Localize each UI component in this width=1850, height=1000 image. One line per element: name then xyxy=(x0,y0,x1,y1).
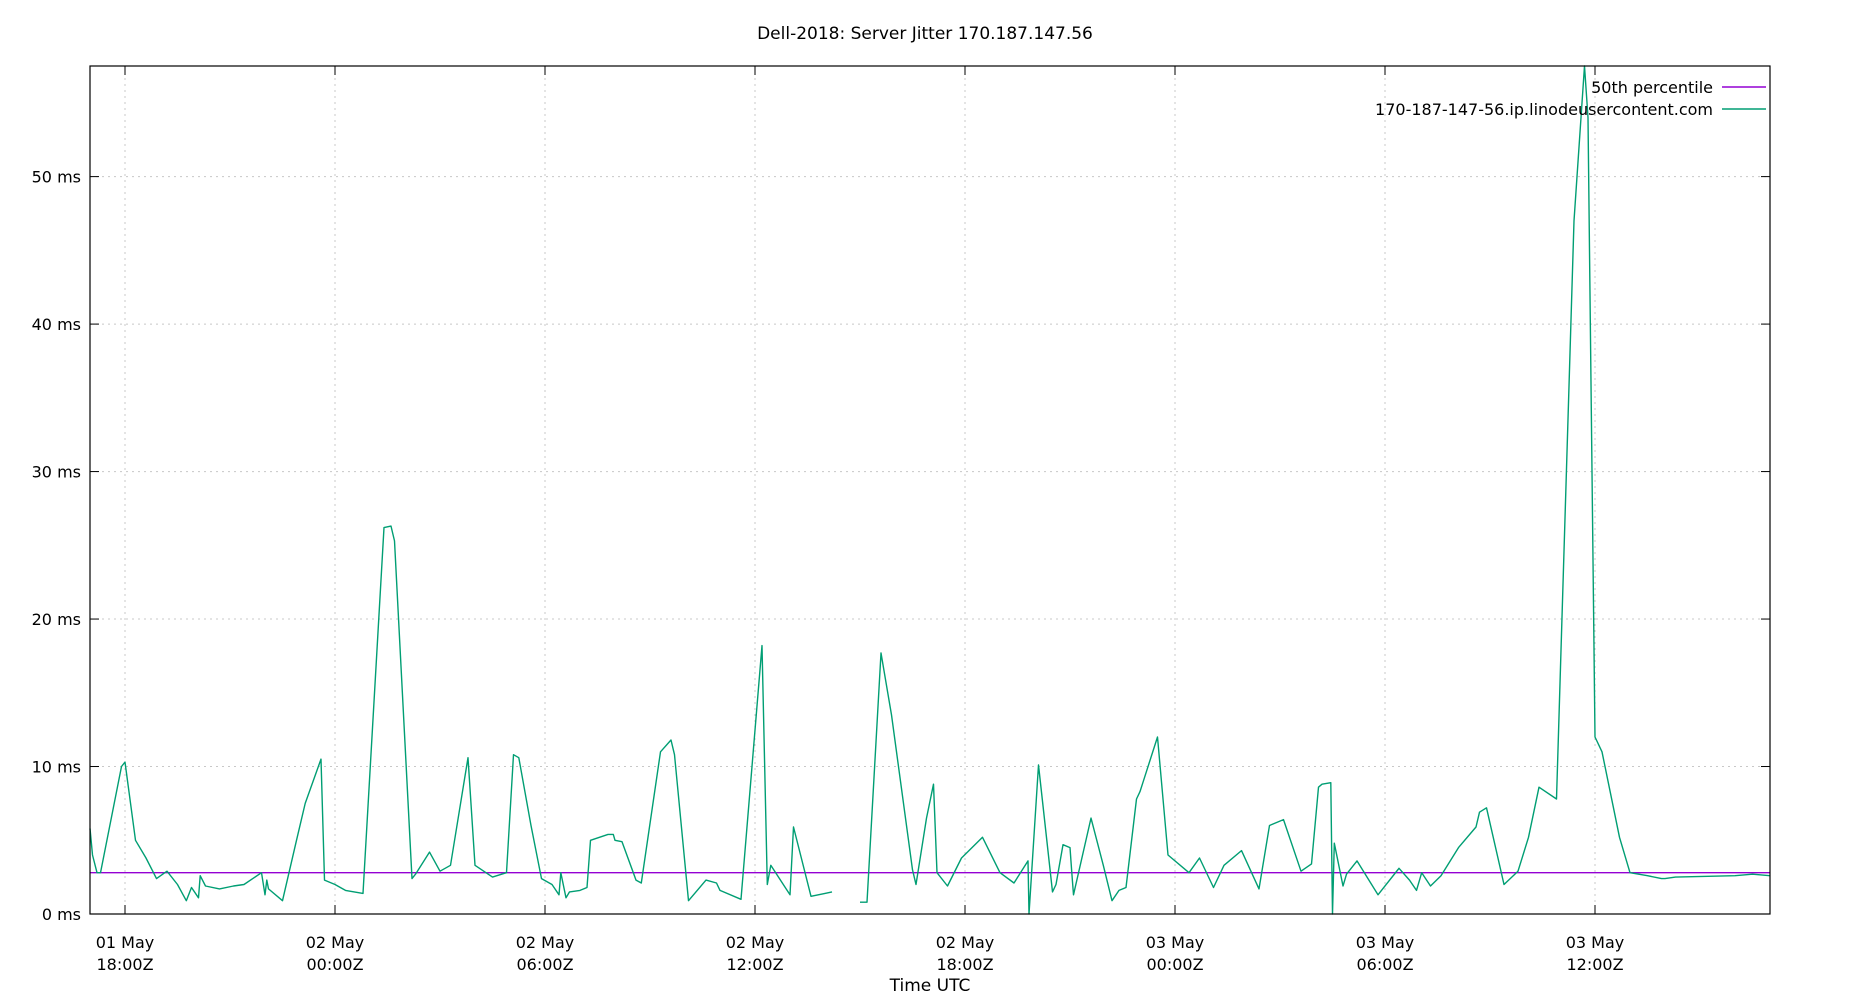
x-tick-label-date: 03 May xyxy=(1356,933,1415,952)
legend-label: 170-187-147-56.ip.linodeusercontent.com xyxy=(1375,100,1713,119)
chart-title: Dell-2018: Server Jitter 170.187.147.56 xyxy=(757,24,1093,44)
y-tick-label: 40 ms xyxy=(32,315,81,334)
jitter-series-line xyxy=(89,525,833,902)
plot-frame xyxy=(89,65,1771,915)
y-tick-label: 50 ms xyxy=(32,168,81,187)
x-tick-label-date: 02 May xyxy=(936,933,995,952)
x-tick-label-date: 02 May xyxy=(726,933,785,952)
series-lines xyxy=(89,65,1771,915)
x-tick-label-time: 12:00Z xyxy=(726,955,783,974)
x-axis-ticks: 01 May 18:00Z 02 May 00:00Z 02 May 06:00Z 02 M… xyxy=(96,66,1625,974)
x-tick-label-time: 18:00Z xyxy=(96,955,153,974)
y-tick-label: 0 ms xyxy=(42,905,81,924)
x-tick-label-time: 12:00Z xyxy=(1566,955,1623,974)
y-tick-label: 20 ms xyxy=(32,610,81,629)
y-axis-ticks: 0 ms 10 ms 20 ms 30 ms 40 ms 50 ms xyxy=(32,168,1770,924)
x-tick-label-date: 01 May xyxy=(96,933,155,952)
x-tick-label-time: 06:00Z xyxy=(516,955,573,974)
legend: 50th percentile 170-187-147-56.ip.linodeu… xyxy=(1375,78,1766,119)
y-tick-label: 10 ms xyxy=(32,758,81,777)
x-tick-label-date: 03 May xyxy=(1566,933,1625,952)
x-tick-label-date: 03 May xyxy=(1146,933,1205,952)
y-tick-label: 30 ms xyxy=(32,463,81,482)
legend-label: 50th percentile xyxy=(1591,78,1713,97)
x-tick-label-time: 18:00Z xyxy=(936,955,993,974)
x-tick-label-date: 02 May xyxy=(306,933,365,952)
x-tick-label-time: 00:00Z xyxy=(306,955,363,974)
x-tick-label-date: 02 May xyxy=(516,933,575,952)
x-tick-label-time: 00:00Z xyxy=(1146,955,1203,974)
x-tick-label-time: 06:00Z xyxy=(1356,955,1413,974)
grid-lines xyxy=(90,66,1770,914)
x-axis-label: Time UTC xyxy=(889,976,971,996)
jitter-series-line xyxy=(860,65,1771,915)
